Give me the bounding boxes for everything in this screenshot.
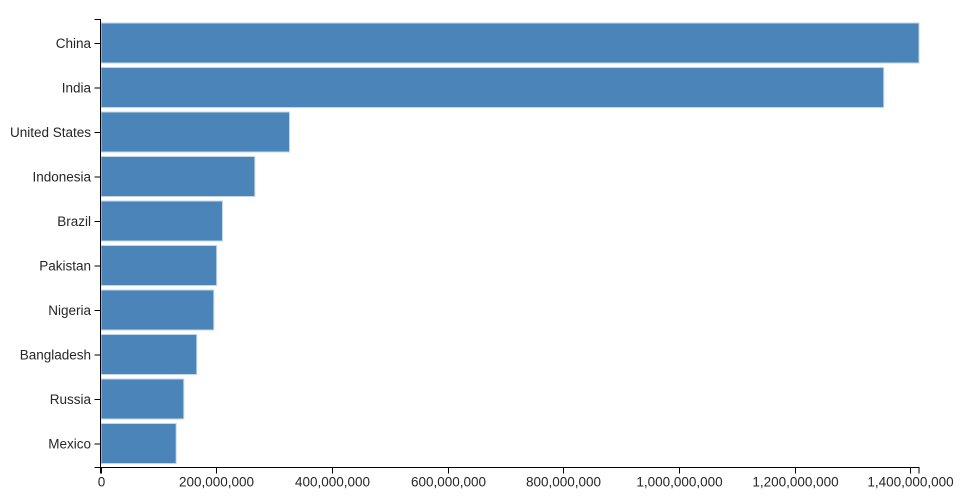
x-axis-line bbox=[100, 467, 920, 474]
x-tick-label-0: 0 bbox=[98, 475, 106, 490]
y-tick-label-india: India bbox=[62, 81, 92, 96]
bar-bangladesh bbox=[100, 334, 198, 375]
bar-united-states bbox=[100, 111, 291, 153]
y-tick-label-bangladesh: Bangladesh bbox=[20, 348, 91, 363]
bar-brazil bbox=[100, 200, 223, 242]
y-tick-label-nigeria: Nigeria bbox=[48, 303, 91, 318]
y-tick-label-mexico: Mexico bbox=[48, 437, 91, 452]
bar-russia bbox=[100, 378, 185, 420]
bar-china bbox=[100, 22, 920, 64]
x-tick-label-1: 200,000,000 bbox=[179, 475, 254, 490]
x-tick-label-2: 400,000,000 bbox=[295, 475, 370, 490]
x-tick-label-3: 600,000,000 bbox=[411, 475, 486, 490]
y-axis-line bbox=[94, 19, 101, 468]
bar-pakistan bbox=[100, 245, 218, 286]
x-tick-label-5: 1,000,000,000 bbox=[636, 475, 722, 490]
y-tick-label-brazil: Brazil bbox=[57, 214, 91, 229]
x-tick-label-7: 1,400,000,000 bbox=[867, 475, 953, 490]
x-tick-label-6: 1,200,000,000 bbox=[752, 475, 838, 490]
y-tick-label-china: China bbox=[56, 36, 92, 51]
y-tick-label-russia: Russia bbox=[50, 392, 92, 407]
bar-mexico bbox=[100, 423, 177, 464]
bar-indonesia bbox=[100, 156, 256, 197]
x-tick-label-4: 800,000,000 bbox=[526, 475, 601, 490]
bar-india bbox=[100, 67, 885, 108]
y-tick-label-indonesia: Indonesia bbox=[32, 170, 91, 185]
bar-nigeria bbox=[100, 289, 215, 331]
y-tick-label-united-states: United States bbox=[10, 125, 91, 140]
y-tick-label-pakistan: Pakistan bbox=[39, 259, 91, 274]
